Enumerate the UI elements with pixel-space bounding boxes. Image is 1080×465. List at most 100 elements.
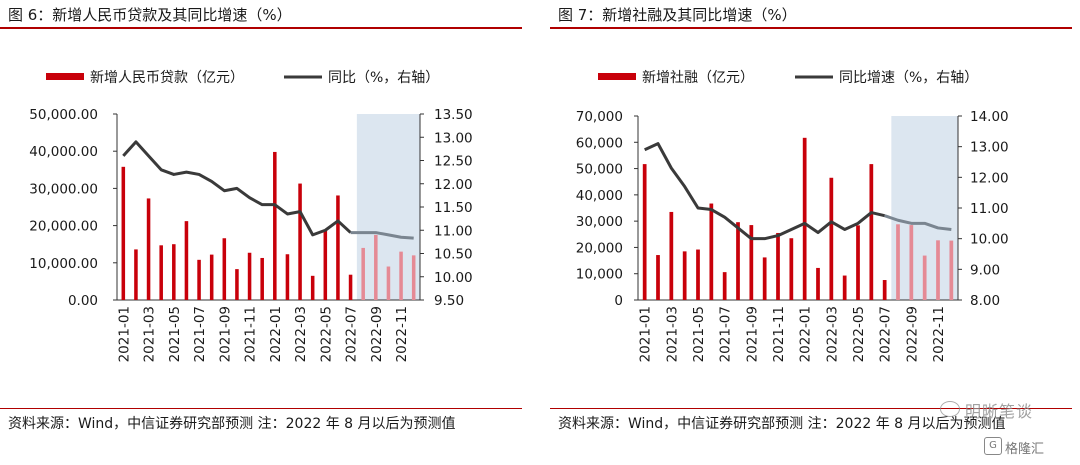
right-tick-label: 13.00 [434,130,473,146]
x-tick-label: 2022-11 [931,306,947,362]
x-tick-label: 2021-03 [142,306,158,362]
bar [789,238,794,300]
line-series-actual [644,142,886,241]
tsf-chart: 新增社融（亿元） 同比增速（%，右轴） 0 10,000 20,000 30,000 40,… [576,70,1009,362]
right-tick-label: 12.00 [970,170,1009,186]
left-tick-label: 40,000.00 [29,144,98,160]
bar [399,251,403,300]
bar [922,255,927,300]
x-tick-label: 2022-07 [878,306,894,362]
bar [696,249,700,300]
bar [159,245,163,300]
right-tick-label: 11.00 [434,223,473,239]
left-tick-label: 60,000 [576,135,623,151]
left-tick-label: 30,000 [576,214,623,230]
x-tick-label: 2022-11 [394,306,410,362]
bar [134,249,138,300]
left-tick-label: 0 [614,293,623,309]
left-tick-label: 30,000.00 [29,181,98,197]
bar [762,257,767,300]
x-tick-label: 2021-03 [664,306,680,362]
bar [829,177,834,300]
bar [802,137,807,300]
bar [285,254,290,300]
x-tick-label: 2021-05 [167,306,183,362]
bar [842,275,847,300]
bar [197,259,201,300]
bar [936,240,940,300]
bar [247,252,252,300]
line-series-forecast [884,214,952,231]
bar [172,244,176,300]
chart-panel-tsf: 图 7：新增社融及其同比增速（%） 新增社融（亿元） 同比增速（%，右轴） 0 10,… [550,0,1080,465]
legend-bar-label: 新增人民币贷款（亿元） [90,70,244,86]
x-tick-label: 2022-07 [344,306,360,362]
bar [323,229,328,300]
x-tick-label: 2021-09 [217,306,233,362]
title-rule [0,27,522,29]
x-tick-label: 2022-01 [268,306,284,362]
x-tick-label: 2022-09 [904,306,920,362]
x-tick-label: 2021-01 [116,306,132,362]
watermark-text: 明晰笔谈 [965,402,1034,421]
left-tick-label: 40,000 [576,188,623,204]
x-tick-label: 2021-11 [243,306,259,362]
right-tick-label: 12.50 [434,154,473,170]
left-tick-label: 10,000.00 [29,256,98,272]
right-tick-label: 9.00 [970,262,1000,278]
figure-title: 图 6：新增人民币贷款及其同比增速（%） [8,6,292,24]
source-rule [550,408,1072,409]
source-rule [0,408,522,409]
brand-logo-icon: G [984,437,1002,455]
right-tick-label: 10.00 [970,232,1009,248]
right-tick-label: 9.50 [434,293,464,309]
legend-line-label: 同比（%，右轴） [328,70,439,86]
left-tick-label: 10,000 [576,267,623,283]
bar [682,251,687,300]
bar [310,275,315,300]
x-tick-label: 2021-09 [744,306,760,362]
bar [642,164,647,300]
x-tick-label: 2021-05 [691,306,707,362]
bar [896,224,900,300]
bar [386,266,391,300]
figure-title: 图 7：新增社融及其同比增速（%） [558,6,797,24]
bar [348,274,353,300]
bar [298,183,302,300]
x-tick-label: 2022-09 [369,306,385,362]
bar [336,195,340,300]
bar [909,225,914,300]
x-tick-label: 2021-11 [771,306,787,362]
bar [235,269,239,300]
left-tick-label: 0.00 [68,293,98,309]
bar [222,238,227,300]
x-tick-label: 2022-05 [318,306,334,362]
bar [736,222,740,300]
x-tick-label: 2021-07 [192,306,208,362]
source-note: 资料来源：Wind，中信证券研究部预测 注：2022 年 8 月以后为预测值 [558,416,1006,432]
wechat-icon [940,401,960,417]
right-tick-label: 10.50 [434,247,473,263]
bar [260,257,264,300]
bar [856,225,860,300]
legend-bar-swatch [46,73,84,80]
x-tick-label: 2022-03 [293,306,309,362]
bar [669,211,674,300]
bar [949,240,954,300]
right-tick-label: 14.00 [970,109,1009,125]
bar [869,164,874,300]
source-note: 资料来源：Wind，中信证券研究部预测 注：2022 年 8 月以后为预测值 [8,416,456,432]
right-tick-label: 8.00 [970,293,1000,309]
bar [146,198,151,300]
bar [184,221,189,300]
bar [776,232,780,300]
line-series-actual [122,140,352,237]
x-tick-label: 2021-07 [718,306,734,362]
bar [411,255,416,300]
bar [361,247,365,300]
legend-bar-label: 新增社融（亿元） [642,70,754,86]
legend-bar-swatch [598,73,636,80]
bar [816,267,820,300]
x-tick-label: 2022-01 [798,306,814,362]
bar [749,225,754,300]
